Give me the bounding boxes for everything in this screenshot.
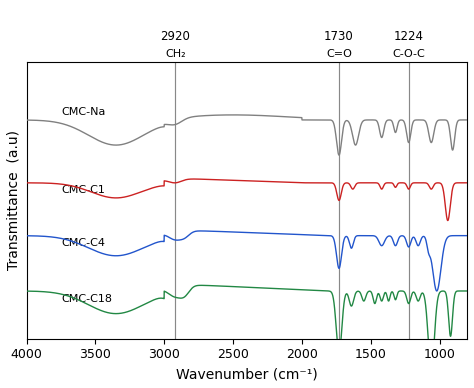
Text: 1730: 1730	[324, 29, 354, 43]
Text: CMC-Na: CMC-Na	[61, 107, 105, 118]
Text: 1224: 1224	[394, 29, 424, 43]
Y-axis label: Transmittance  (a.u): Transmittance (a.u)	[7, 130, 21, 270]
Text: CMC-C1: CMC-C1	[61, 185, 105, 196]
Text: CH₂: CH₂	[165, 49, 185, 59]
Text: C=O: C=O	[326, 49, 352, 59]
Text: C-O-C: C-O-C	[392, 49, 425, 59]
Text: 2920: 2920	[160, 29, 190, 43]
Text: CMC-C18: CMC-C18	[61, 294, 112, 303]
Text: CMC-C4: CMC-C4	[61, 238, 105, 248]
X-axis label: Wavenumber (cm⁻¹): Wavenumber (cm⁻¹)	[176, 367, 318, 381]
